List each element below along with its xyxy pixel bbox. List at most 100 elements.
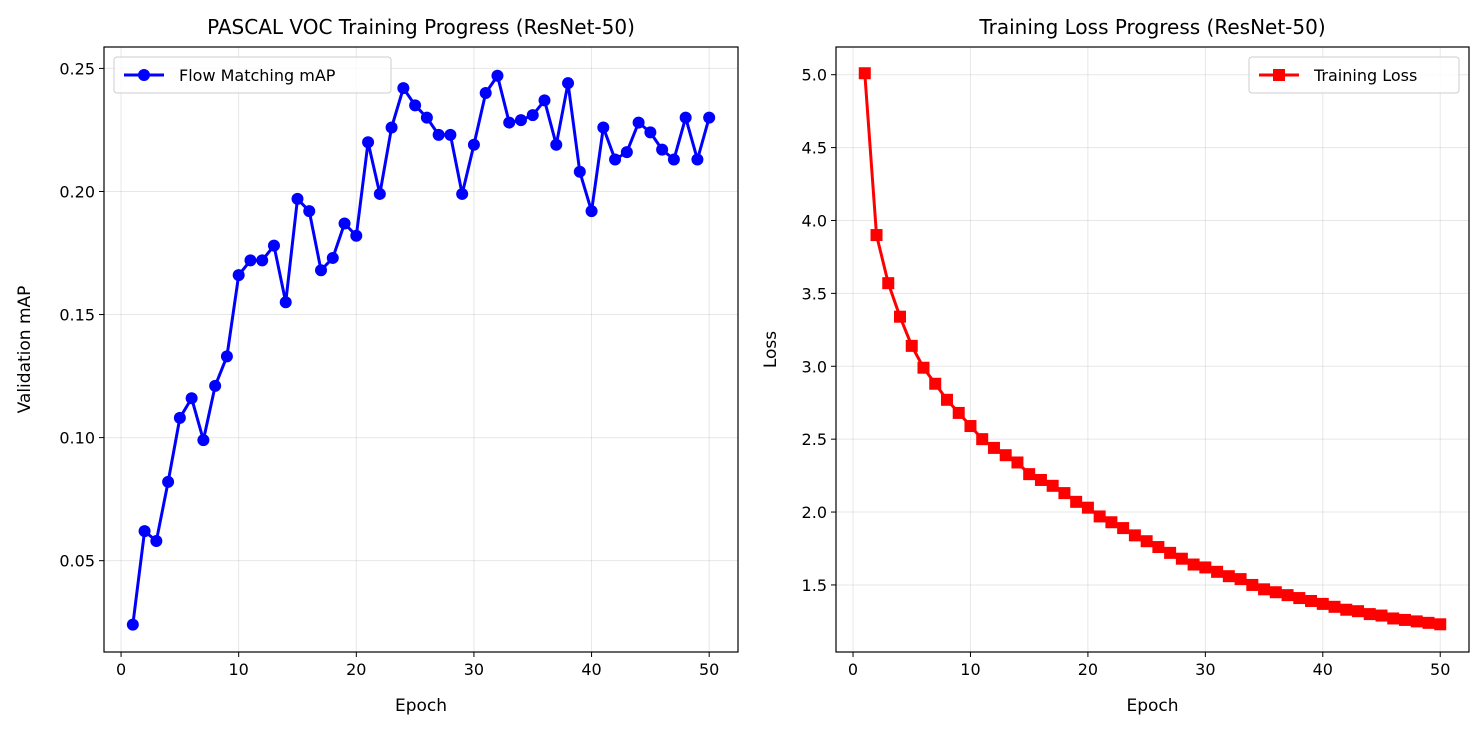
x-tick-label: 10 bbox=[229, 660, 249, 679]
data-point bbox=[1422, 616, 1435, 629]
y-tick-label: 4.5 bbox=[802, 139, 827, 158]
data-point bbox=[503, 116, 516, 129]
data-point bbox=[1410, 615, 1423, 628]
data-point bbox=[315, 264, 328, 277]
data-point bbox=[1117, 522, 1130, 535]
data-point bbox=[1434, 618, 1447, 631]
data-point bbox=[894, 310, 907, 323]
data-point bbox=[858, 67, 871, 80]
data-point bbox=[432, 128, 445, 141]
data-point bbox=[456, 187, 469, 200]
loss-chart-grid bbox=[836, 47, 1469, 652]
data-point bbox=[514, 114, 527, 127]
data-point bbox=[303, 205, 316, 218]
loss-chart-legend-label: Training Loss bbox=[1313, 66, 1417, 85]
data-point bbox=[162, 475, 175, 488]
data-point bbox=[882, 277, 895, 290]
data-point bbox=[987, 441, 1000, 454]
y-tick-label: 5.0 bbox=[802, 66, 827, 85]
loss-chart-ticks: 0 10 20 30 40 50 1.5 2.0 2.5 3.0 3.5 4.0 4.5 5.0 bbox=[802, 66, 1451, 679]
data-point bbox=[929, 377, 942, 390]
loss-chart-frame bbox=[835, 46, 1470, 653]
data-point bbox=[444, 128, 457, 141]
data-point bbox=[279, 296, 292, 309]
data-point bbox=[267, 239, 280, 252]
data-point bbox=[173, 411, 186, 424]
data-point bbox=[326, 251, 339, 264]
data-point bbox=[1058, 487, 1071, 500]
data-point bbox=[667, 153, 680, 166]
data-point bbox=[1199, 561, 1212, 574]
data-point bbox=[1387, 612, 1400, 625]
data-point bbox=[1305, 594, 1318, 607]
x-tick-label: 50 bbox=[699, 660, 719, 679]
data-point bbox=[1281, 589, 1294, 602]
y-tick-label: 0.20 bbox=[59, 182, 95, 201]
data-point bbox=[1398, 613, 1411, 626]
y-tick-label: 2.5 bbox=[802, 430, 827, 449]
data-point bbox=[185, 392, 198, 405]
y-tick-label: 2.0 bbox=[802, 503, 827, 522]
data-point bbox=[1140, 535, 1153, 548]
x-tick-label: 0 bbox=[848, 660, 858, 679]
data-point bbox=[256, 254, 269, 267]
y-tick-label: 1.5 bbox=[802, 576, 827, 595]
data-point bbox=[209, 379, 222, 392]
data-point bbox=[1258, 583, 1271, 596]
data-point bbox=[656, 143, 669, 156]
data-point bbox=[870, 229, 883, 242]
data-point bbox=[964, 420, 977, 433]
map-chart-title: PASCAL VOC Training Progress (ResNet-50) bbox=[207, 15, 635, 39]
data-point bbox=[409, 99, 422, 112]
data-point bbox=[1152, 541, 1165, 554]
map-chart-legend-marker-shape bbox=[138, 69, 150, 81]
data-point bbox=[126, 618, 139, 631]
data-point bbox=[467, 138, 480, 151]
data-point bbox=[1211, 565, 1224, 578]
data-point bbox=[350, 229, 363, 242]
data-point bbox=[550, 138, 563, 151]
y-tick-label: 0.05 bbox=[59, 552, 95, 571]
data-point bbox=[917, 361, 930, 374]
y-tick-label: 0.10 bbox=[59, 429, 95, 448]
map-chart-grid bbox=[104, 47, 738, 652]
data-point bbox=[1034, 473, 1047, 486]
data-point bbox=[1222, 570, 1235, 583]
x-tick-label: 30 bbox=[464, 660, 484, 679]
loss-chart-legend-marker-shape bbox=[1273, 69, 1285, 81]
data-point bbox=[1023, 468, 1036, 481]
map-chart-legend-box bbox=[113, 56, 392, 94]
data-point bbox=[338, 217, 351, 230]
x-tick-label: 40 bbox=[1313, 660, 1333, 679]
data-point bbox=[679, 111, 692, 124]
x-tick-label: 40 bbox=[581, 660, 601, 679]
y-tick-label: 4.0 bbox=[802, 211, 827, 230]
data-point bbox=[385, 121, 398, 134]
data-point bbox=[220, 350, 233, 363]
loss-chart-legend-box bbox=[1248, 56, 1460, 94]
x-tick-label: 20 bbox=[346, 660, 366, 679]
map-chart-series bbox=[126, 69, 716, 631]
data-point bbox=[526, 109, 539, 122]
data-point bbox=[538, 94, 551, 107]
loss-chart-ylabel: Loss bbox=[761, 331, 781, 368]
x-tick-label: 20 bbox=[1078, 660, 1098, 679]
y-tick-label: 0.15 bbox=[59, 306, 95, 325]
data-point bbox=[397, 82, 410, 95]
data-point bbox=[940, 393, 953, 406]
x-tick-label: 50 bbox=[1430, 660, 1450, 679]
data-point bbox=[1070, 495, 1083, 508]
data-point bbox=[609, 153, 622, 166]
data-point bbox=[244, 254, 257, 267]
data-point bbox=[905, 339, 918, 352]
x-tick-label: 30 bbox=[1195, 660, 1215, 679]
data-point bbox=[1340, 603, 1353, 616]
data-point bbox=[373, 187, 386, 200]
data-point bbox=[1246, 578, 1259, 591]
map-chart-ticks: 0 10 20 30 40 50 0.05 0.10 0.15 0.20 0.25 bbox=[59, 59, 719, 679]
map-chart-ylabel: Validation mAP bbox=[15, 286, 35, 414]
data-point bbox=[1316, 597, 1329, 610]
data-point bbox=[362, 136, 375, 149]
